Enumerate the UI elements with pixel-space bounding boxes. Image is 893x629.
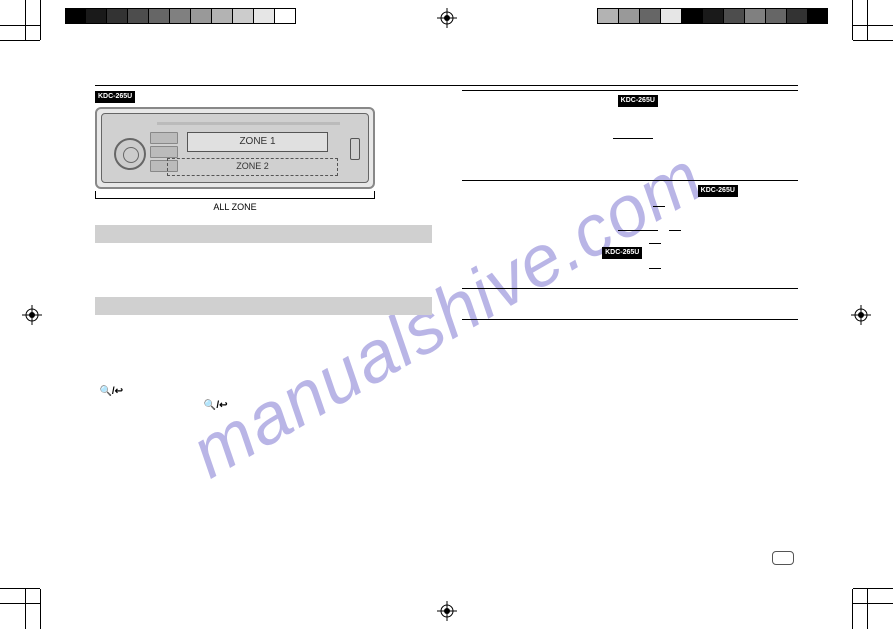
left-column: KDC-265U ZONE 1 ZONE 2 ALL ZONE	[95, 90, 432, 417]
search-back-icon: 🔍/↩	[99, 386, 123, 397]
device-diagram: ZONE 1 ZONE 2 ALL ZONE	[95, 107, 375, 214]
section-heading	[95, 225, 432, 243]
zone2-label: ZONE 2	[167, 158, 338, 176]
settings-table: KDC-265U KDC-265U	[462, 90, 799, 320]
section-heading	[95, 297, 432, 315]
registration-mark-icon	[22, 305, 42, 325]
registration-mark-icon	[851, 305, 871, 325]
model-badge: KDC-265U	[698, 185, 738, 197]
allzone-label: ALL ZONE	[95, 201, 375, 214]
volume-knob-icon	[114, 138, 146, 170]
table-row	[462, 288, 799, 319]
model-badge: KDC-265U	[95, 91, 135, 103]
zone1-label: ZONE 1	[187, 132, 328, 152]
search-back-icon: 🔍/↩	[204, 400, 228, 411]
table-row: KDC-265U KDC-265U	[462, 180, 799, 288]
right-column: KDC-265U KDC-265U	[462, 90, 799, 417]
usb-port-icon	[350, 138, 360, 160]
model-badge: KDC-265U	[618, 95, 658, 107]
registration-mark-icon	[437, 601, 457, 621]
page-content: KDC-265U ZONE 1 ZONE 2 ALL ZONE	[95, 85, 798, 569]
registration-mark-icon	[437, 8, 457, 28]
grayscale-strip	[65, 8, 296, 24]
grayscale-strip	[597, 8, 828, 24]
page-number-box	[772, 551, 794, 565]
table-row: KDC-265U	[462, 91, 799, 181]
model-badge: KDC-265U	[602, 247, 642, 259]
